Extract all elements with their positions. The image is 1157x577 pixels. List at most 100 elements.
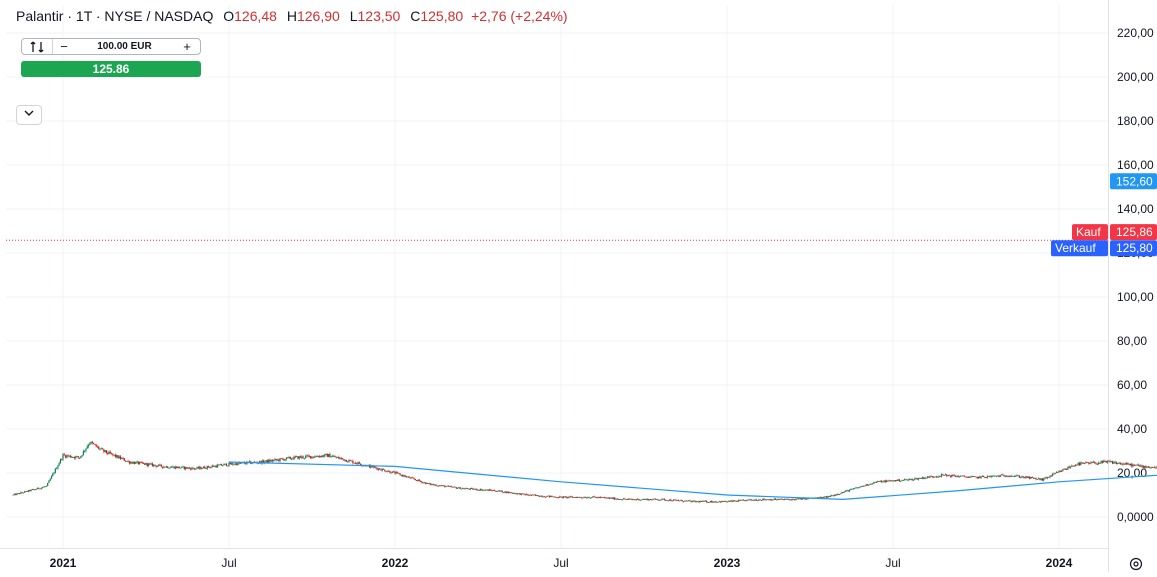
candle-body: [670, 500, 671, 501]
candle-body: [898, 479, 899, 481]
candle-body: [712, 502, 713, 503]
candle-body: [961, 476, 962, 477]
candle-body: [52, 474, 53, 476]
swap-units-icon[interactable]: [22, 39, 53, 54]
candle-body: [185, 467, 186, 469]
candle-body: [599, 497, 600, 498]
candle-body: [761, 500, 762, 501]
candle-body: [587, 497, 588, 498]
candle-body: [203, 467, 204, 469]
candle-body: [600, 497, 601, 498]
x-tick-label: 2024: [1046, 556, 1073, 570]
candle-body: [286, 457, 287, 459]
candle-body: [719, 501, 720, 502]
candle-body: [555, 497, 556, 498]
candle-body: [296, 456, 297, 457]
candle-body: [1115, 462, 1116, 463]
candle-body: [168, 468, 169, 469]
gear-icon[interactable]: [1128, 556, 1144, 572]
candle-body: [880, 481, 881, 482]
candle-body: [608, 498, 609, 499]
candle-body: [769, 499, 770, 500]
candle-body: [875, 482, 876, 483]
high-value: 126,90: [297, 8, 340, 24]
candle-body: [422, 482, 423, 483]
candle-body: [715, 502, 716, 503]
candle-body: [80, 456, 81, 458]
price-axis-label-value: 125,80: [1116, 241, 1153, 255]
candle-body: [649, 499, 650, 500]
candle-body: [966, 477, 967, 478]
candle-body: [79, 458, 80, 459]
candle-body: [66, 455, 67, 457]
candle-body: [184, 467, 185, 469]
candle-body: [392, 471, 393, 473]
candle-body: [532, 495, 533, 496]
collapse-button[interactable]: [16, 105, 42, 125]
candle-body: [267, 460, 268, 462]
y-tick-label: 80,00: [1117, 334, 1147, 348]
candle-body: [193, 468, 194, 469]
candle-body: [502, 491, 503, 493]
quantity-input[interactable]: 100.00 EUR: [75, 41, 174, 52]
candle-body: [540, 496, 541, 497]
candle-body: [928, 476, 929, 477]
candle-body: [692, 501, 693, 502]
candle-body: [860, 486, 861, 487]
candle-body: [449, 486, 450, 487]
candle-body: [337, 457, 338, 458]
candle-body: [89, 443, 90, 444]
candle-body: [320, 456, 321, 457]
candle-body: [406, 477, 407, 478]
candle-body: [568, 497, 569, 498]
chevron-down-icon: [24, 109, 34, 117]
candle-body: [753, 500, 754, 501]
candle-body: [698, 501, 699, 502]
candle-body: [1113, 462, 1114, 463]
candle-body: [196, 467, 197, 468]
candle-body: [876, 482, 877, 483]
candle-body: [415, 479, 416, 480]
candle-body: [528, 495, 529, 496]
candle-body: [711, 501, 712, 502]
candle-body: [974, 476, 975, 477]
candle-body: [1147, 467, 1148, 468]
candle-body: [158, 465, 159, 466]
candle-body: [1089, 463, 1090, 464]
candle-body: [557, 497, 558, 498]
candle-body: [447, 486, 448, 487]
candle-body: [1098, 463, 1099, 464]
symbol-title[interactable]: Palantir · 1T · NYSE / NASDAQ: [16, 8, 213, 24]
candle-body: [134, 462, 135, 464]
buy-price-button[interactable]: 125.86: [21, 61, 201, 77]
candle-body: [544, 497, 545, 498]
candle-body: [350, 460, 351, 461]
candle-body: [569, 496, 570, 497]
decrease-quantity-button[interactable]: −: [53, 39, 75, 54]
candle-body: [1112, 461, 1113, 463]
candle-body: [94, 444, 95, 445]
candle-body: [890, 480, 891, 481]
candle-body: [1150, 467, 1151, 468]
candle-body: [508, 492, 509, 493]
candle-body: [324, 454, 325, 456]
candle-body: [1007, 476, 1008, 477]
candle-body: [468, 489, 469, 490]
candle-body: [489, 490, 490, 491]
candle-body: [336, 457, 337, 458]
increase-quantity-button[interactable]: +: [174, 39, 200, 54]
candle-body: [854, 488, 855, 489]
candle-body: [98, 447, 99, 449]
candle-body: [483, 490, 484, 491]
candle-body: [680, 500, 681, 501]
candle-body: [1039, 478, 1040, 479]
candle-body: [952, 475, 953, 476]
candle-body: [1010, 476, 1011, 477]
candle-body: [16, 493, 17, 494]
candle-body: [831, 495, 832, 496]
candle-body: [988, 476, 989, 477]
candle-body: [1001, 475, 1002, 476]
candle-body: [839, 494, 840, 495]
candle-body: [601, 497, 602, 498]
